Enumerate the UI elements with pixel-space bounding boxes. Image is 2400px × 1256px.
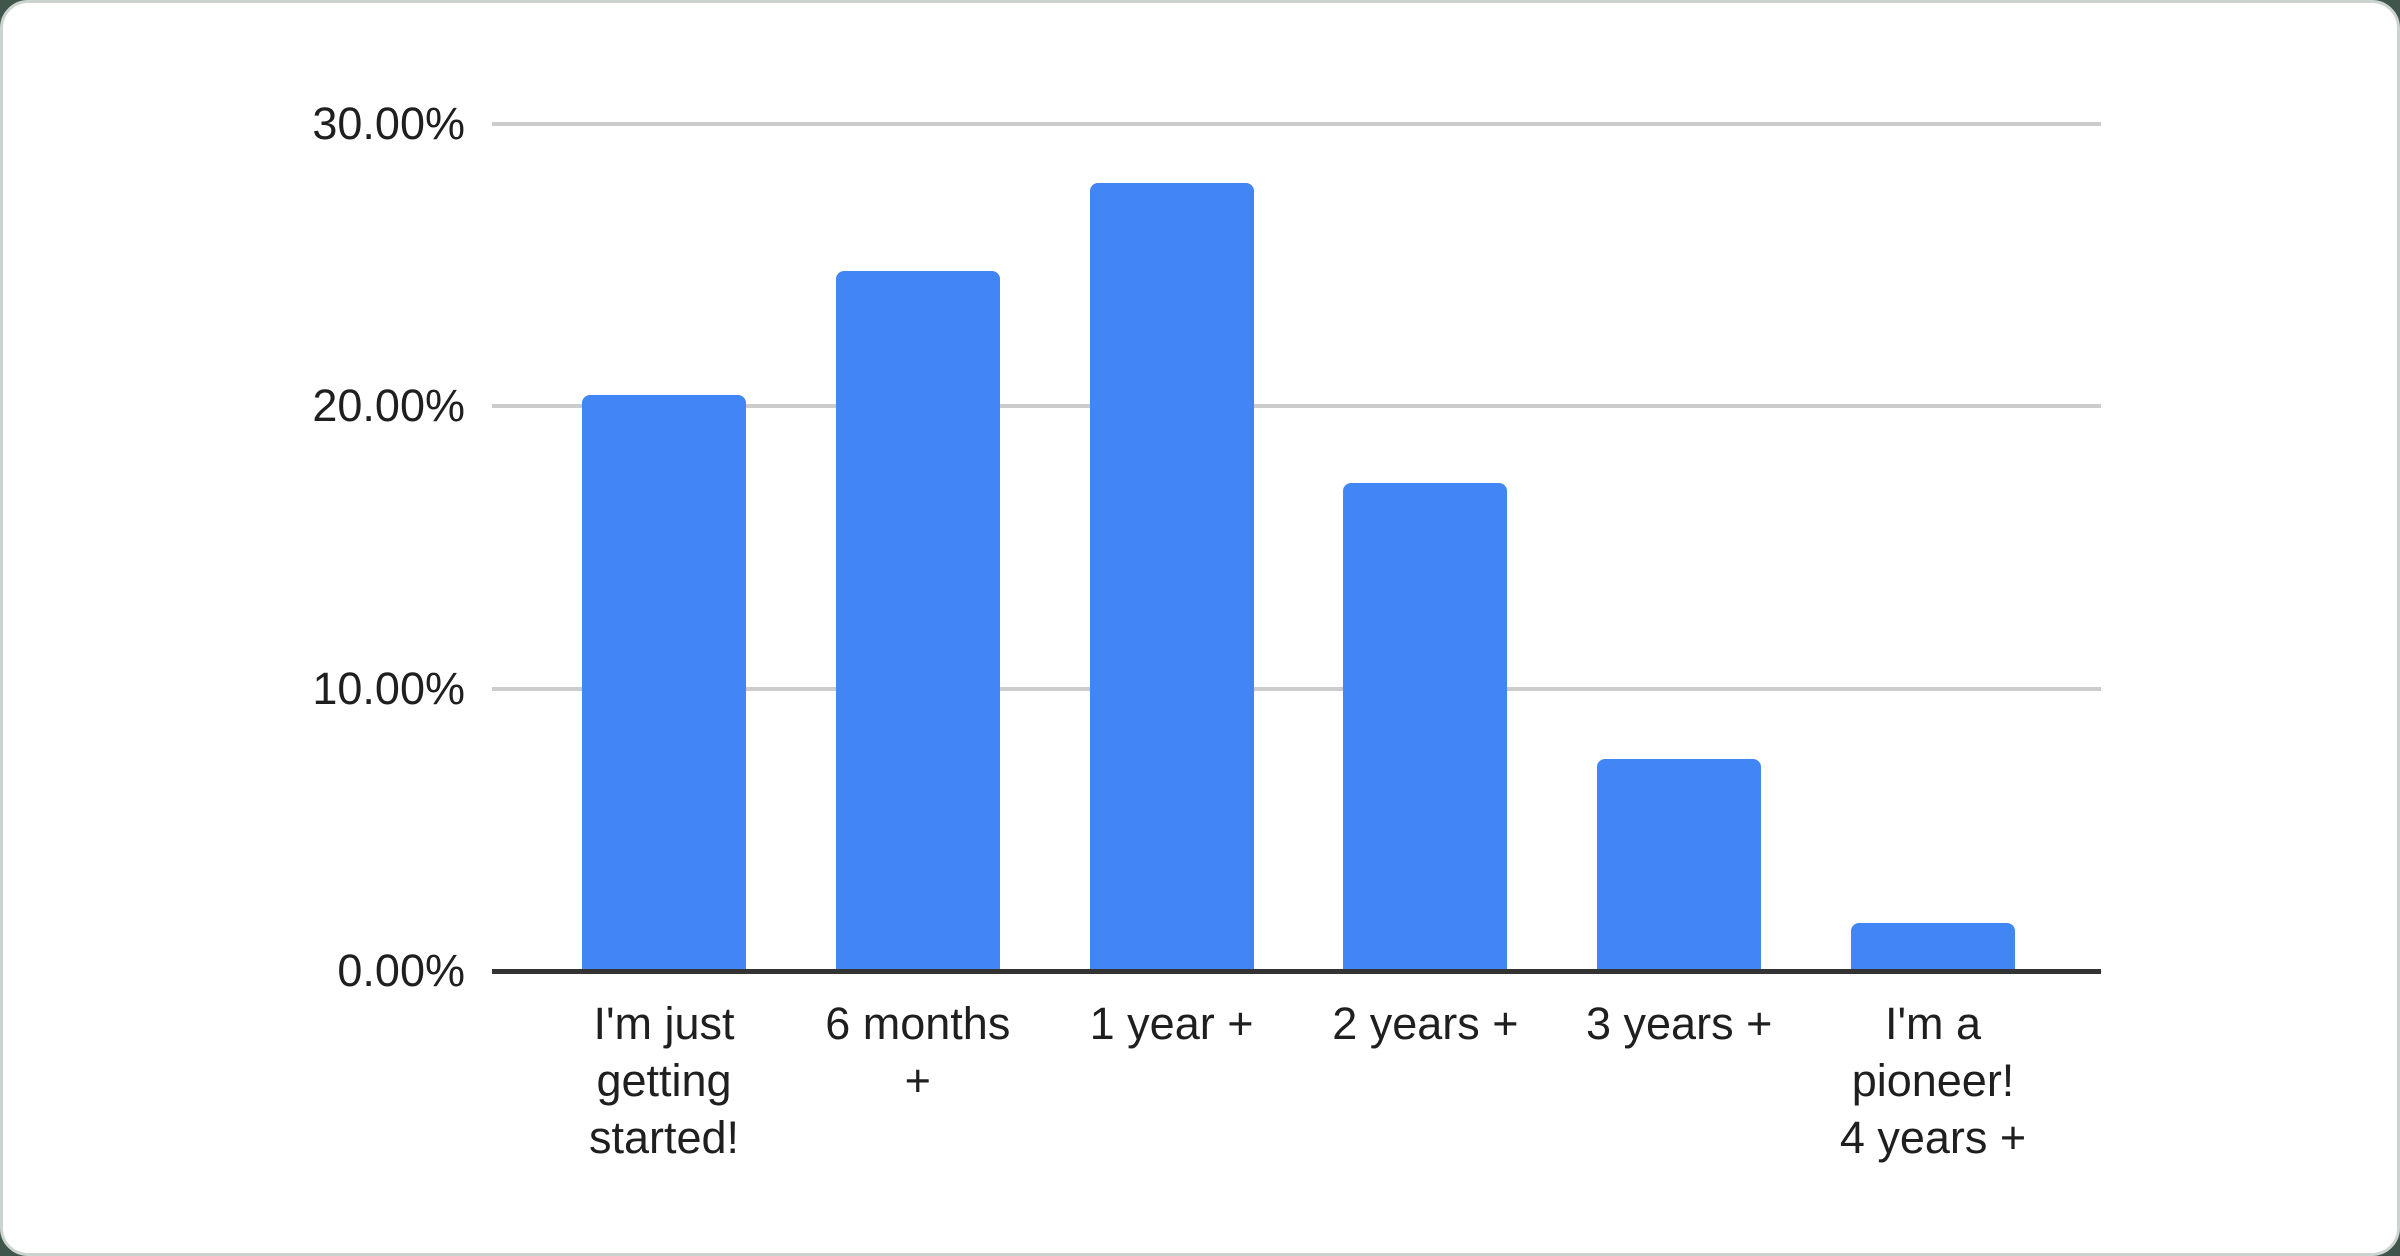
- y-axis-tick-label: 20.00%: [312, 380, 465, 432]
- bar-1: [582, 395, 746, 971]
- gridline-30pct: [492, 122, 2101, 126]
- gridline-20pct: [492, 404, 2101, 409]
- plot-area: 30.00% 20.00% 10.00% 0.00% I'm just getting …: [3, 3, 2397, 1253]
- y-axis-tick-label: 10.00%: [312, 662, 465, 714]
- x-axis-tick-label: 1 year +: [1089, 998, 1254, 1049]
- y-axis-tick-label: 0.00%: [337, 945, 465, 996]
- x-axis-tick-label: 6 months +: [825, 998, 1011, 1106]
- x-axis-tick-label: I'm just getting started!: [588, 998, 740, 1163]
- bar-6: [1851, 923, 2015, 971]
- bar-3: [1089, 183, 1254, 971]
- bar-chart: 30.00% 20.00% 10.00% 0.00% I'm just getting …: [3, 3, 2397, 1253]
- bar-4: [1343, 482, 1508, 971]
- x-axis-tick-label: 3 years +: [1586, 998, 1773, 1049]
- bar-2: [835, 270, 1000, 971]
- x-axis-line: [492, 969, 2101, 974]
- x-axis-tick-label: 2 years +: [1332, 998, 1519, 1049]
- y-axis-tick-label: 30.00%: [312, 98, 465, 149]
- gridline-10pct: [492, 686, 2101, 691]
- bar-5: [1597, 759, 1762, 971]
- x-axis-tick-label: I'm a pioneer! 4 years +: [1839, 998, 2027, 1163]
